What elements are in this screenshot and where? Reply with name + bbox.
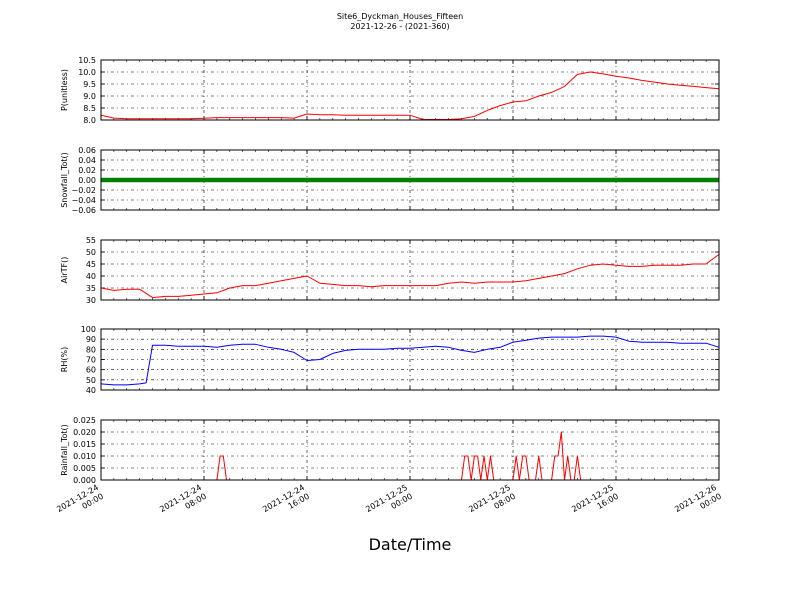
y-tick-label: 0.00 [78,176,96,185]
y-tick-label: 0.025 [73,416,96,425]
y-axis-label: Snowfall_Tot() [60,152,69,208]
y-tick-label: −0.04 [71,196,96,205]
series-line-airtf [100,253,720,299]
y-tick-label: 60 [86,366,96,375]
y-tick-label: 10.5 [78,56,96,65]
y-tick-label: −0.02 [71,186,96,195]
y-tick-label: 90 [86,335,96,344]
y-tick-label: 0.020 [73,428,96,437]
y-tick-label: 0.02 [78,166,96,175]
panel-frame [100,328,720,391]
y-tick-label: 10.0 [78,68,96,77]
y-tick-label: 100 [81,325,96,334]
panel-rainfall: 0.000 0.005 0.010 0.015 0.020 0.025 Rainfall_T… [60,416,720,485]
y-axis-label: P(unitless) [60,69,69,111]
y-tick-label: 0.010 [73,452,96,461]
y-tick-label: 35 [86,284,96,293]
y-tick-label: 0.000 [73,476,96,485]
y-axis-label: Rainfall_Tot() [60,424,69,476]
y-tick-label: −0.06 [71,206,96,215]
y-axis-label: RH(%) [60,347,69,372]
y-tick-label: 9.0 [83,92,96,101]
chart-subtitle: 2021-12-26 - (2021-360) [350,22,449,31]
panel-pressure: 8.0 8.5 9.0 9.5 10.0 10.5 P(unitless) [60,56,720,125]
y-tick-label: 45 [86,260,96,269]
panel-frame [100,239,720,301]
y-tick-label: 40 [86,272,96,281]
y-tick-label: 80 [86,345,96,354]
y-tick-label: 50 [86,248,96,257]
y-tick-label: 70 [86,356,96,365]
x-axis-label: Date/Time [369,535,452,554]
series-line-rh [100,335,720,386]
y-tick-label: 0.015 [73,440,96,449]
y-tick-label: 0.06 [78,146,96,155]
panel-frame [100,419,720,481]
chart-title: Site6_Dyckman_Houses_Fifteen [337,12,463,21]
panel-snowfall: −0.06−0.04−0.020.000.020.040.06 Snowfall_… [60,146,720,215]
y-tick-label: 50 [86,376,96,385]
y-tick-label: 0.04 [78,156,96,165]
panels: 8.08.59.09.510.010.5P(unitless)−0.06−0.0… [60,56,720,485]
y-tick-label: 30 [86,296,96,305]
y-tick-label: 55 [86,236,96,245]
panel-frame [100,149,720,211]
y-tick-label: 8.5 [83,104,96,113]
panel-frame [100,59,720,121]
y-tick-label: 9.5 [83,80,96,89]
y-tick-label: 40 [86,386,96,395]
panel-airtf: 30 35 40 45 50 55 AirTF() [60,236,720,305]
y-axis-label: AirTF() [60,257,69,284]
y-tick-label: 0.005 [73,464,96,473]
series-line-pressure [100,71,720,120]
y-tick-label: 8.0 [83,116,96,125]
